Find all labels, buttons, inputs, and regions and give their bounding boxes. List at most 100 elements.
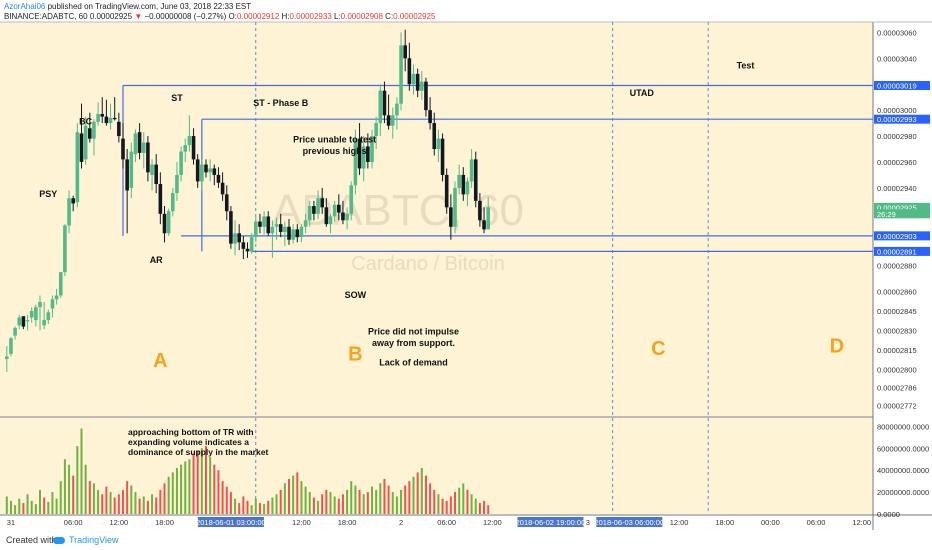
volume-bar — [109, 492, 112, 514]
volume-axis-tick: 80000000.0000 — [877, 422, 929, 431]
volume-bar — [341, 494, 344, 514]
candle-body — [46, 312, 51, 321]
candle-body — [208, 168, 212, 173]
volume-bar — [375, 489, 378, 514]
time-axis-label: 12:00 — [852, 518, 871, 527]
candle-body — [17, 317, 22, 326]
volume-bar — [80, 428, 83, 514]
candle-body — [183, 145, 188, 152]
candle-body — [378, 90, 383, 124]
volume-bar — [308, 492, 311, 514]
candle-body — [187, 136, 192, 146]
volume-bar — [51, 492, 54, 514]
close-label: C: — [385, 12, 394, 21]
candle-body — [25, 320, 30, 322]
time-axis-label: 00:00 — [761, 518, 780, 527]
volume-bar — [454, 492, 456, 514]
candle-body — [108, 117, 113, 124]
candle-body — [444, 174, 449, 208]
candle-body — [341, 212, 345, 221]
volume-bar — [371, 486, 373, 514]
price-pane-background — [0, 22, 873, 416]
candle-body — [42, 320, 46, 326]
chart-annotation: Price did not impulse — [368, 326, 459, 336]
volume-bar — [317, 500, 320, 514]
candle-body — [79, 133, 84, 162]
chart-annotation: away from support. — [372, 338, 455, 348]
volume-bar — [14, 505, 17, 514]
candle-body — [67, 198, 71, 226]
time-axis-label: 12:00 — [109, 518, 128, 527]
volume-bar — [200, 448, 203, 514]
candle-body — [121, 138, 125, 160]
price-level-text: 0.00002925 — [877, 203, 917, 212]
candle-body — [58, 272, 63, 296]
volume-bar — [34, 504, 37, 514]
candle-body — [229, 211, 233, 244]
volume-bar — [155, 497, 158, 514]
created-with-text: Created with — [6, 535, 57, 545]
price-axis-tick: 0.00002845 — [877, 307, 917, 316]
candle-body — [245, 248, 250, 252]
volume-bar — [483, 500, 486, 514]
author-link[interactable]: AzorAhai06 — [4, 2, 46, 11]
volume-bar — [225, 486, 228, 514]
candle-body — [241, 242, 246, 249]
price-axis-tick: 0.00002786 — [877, 383, 917, 392]
volume-bar — [113, 497, 116, 514]
candle-body — [424, 81, 428, 111]
tradingview-brand[interactable]: TradingView — [53, 535, 119, 545]
volume-bar — [22, 503, 25, 514]
candle-body — [420, 81, 424, 91]
volume-bar — [466, 489, 469, 514]
volume-bar — [379, 483, 382, 514]
volume-axis-tick: 0.0000 — [877, 510, 900, 519]
time-axis-label: 06:00 — [437, 518, 456, 527]
candle-body — [117, 121, 121, 137]
high-label: H: — [281, 12, 290, 21]
volume-bar — [117, 494, 120, 514]
candle-body — [88, 128, 92, 139]
candle-body — [374, 123, 378, 137]
candle-body — [212, 168, 217, 175]
price-level-text: 0.00003019 — [877, 82, 917, 91]
volume-bar — [101, 494, 104, 514]
volume-bar — [288, 478, 290, 514]
volume-bar — [474, 498, 477, 514]
volume-bar — [350, 481, 353, 514]
candle-body — [96, 114, 100, 122]
volume-bar — [275, 494, 278, 514]
volume-bar — [76, 446, 79, 514]
candle-body — [332, 204, 337, 217]
candle-body — [461, 174, 466, 195]
symbol-label[interactable]: BINANCE:ADABTC, 60 — [4, 12, 88, 21]
candle-body — [486, 207, 490, 230]
candle-body — [432, 123, 437, 150]
chart-annotation: UTAD — [630, 88, 655, 98]
volume-bar — [196, 450, 199, 514]
price-level-tag — [874, 209, 930, 219]
candle-body — [112, 117, 117, 120]
candle-body — [5, 356, 9, 359]
price-axis-tick: 0.00002772 — [877, 402, 917, 411]
volume-bar — [449, 496, 452, 514]
volume-bar — [221, 481, 224, 514]
volume-bar — [292, 475, 295, 514]
volume-bar — [304, 486, 307, 514]
volume-bar — [391, 492, 394, 514]
volume-bar — [39, 489, 41, 514]
phase-label: B — [348, 343, 362, 365]
candle-body — [345, 213, 349, 221]
volume-bar — [358, 489, 361, 514]
volume-annotation: expanding volume indicates a — [128, 437, 249, 447]
price-level-tag — [874, 246, 930, 256]
candle-body — [469, 159, 474, 182]
chart-annotation: Price unable to test — [293, 135, 376, 145]
volume-axis-tick: 60000000.0000 — [877, 444, 929, 453]
candle-body — [171, 193, 175, 212]
volume-bar — [462, 483, 465, 514]
candle-body — [262, 216, 266, 227]
volume-bar — [258, 503, 261, 514]
volume-bar — [163, 483, 166, 514]
